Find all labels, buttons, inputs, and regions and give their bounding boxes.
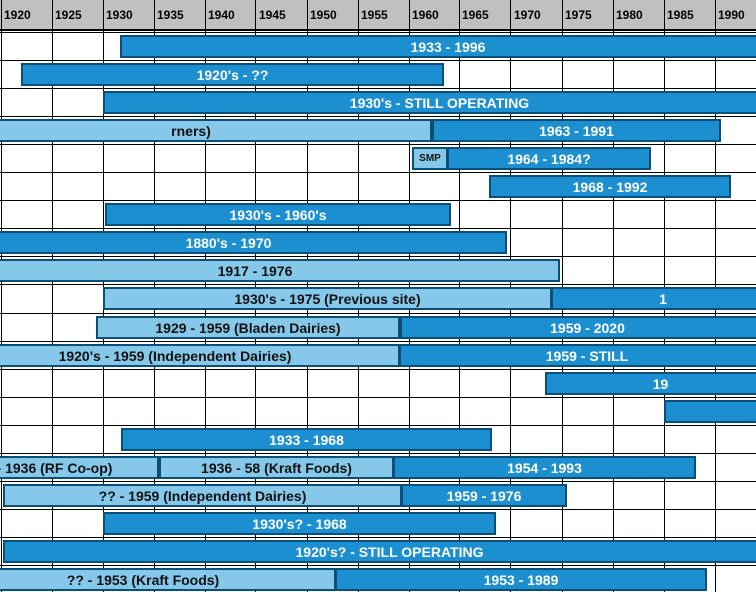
timeline-bar: 1959 - 2020: [400, 316, 756, 339]
grid-row-line: [0, 313, 756, 314]
timeline-bar: ?? - 1953 (Kraft Foods): [0, 568, 336, 591]
timeline-bar: 1930's? - 1968: [103, 512, 496, 535]
timeline-bar: 1: [551, 287, 756, 310]
timeline-bar: ?? - 1959 (Independent Dairies): [3, 484, 402, 507]
timeline-bar: SMP: [412, 147, 448, 170]
grid-column-line: [1, 0, 2, 592]
timeline-bar: 1920's - 1959 (Independent Dairies): [0, 344, 400, 367]
grid-row-line: [0, 116, 756, 117]
x-tick-label: 1940: [208, 8, 235, 22]
timeline-bar: 1929 - 1959 (Bladen Dairies): [96, 316, 400, 339]
x-tick-label: 1960: [412, 8, 439, 22]
grid-row-line: [0, 88, 756, 89]
timeline-bar: 1930's - 1975 (Previous site): [103, 287, 552, 310]
x-tick-label: 1935: [157, 8, 184, 22]
grid-row-line: [0, 228, 756, 229]
grid-row-line: [0, 60, 756, 61]
x-tick-label: 1950: [310, 8, 337, 22]
grid-row-line: [0, 397, 756, 398]
timeline-bar: 1920's - ??: [21, 63, 444, 86]
grid-row-line: [0, 453, 756, 454]
x-tick-label: 1945: [259, 8, 286, 22]
timeline-bar: 1930's - STILL OPERATING: [103, 91, 756, 114]
grid-row-line: [0, 341, 756, 342]
x-tick-label: 1930: [106, 8, 133, 22]
axis-header-band: [0, 0, 756, 31]
timeline-bar: 1953 - 1989: [335, 568, 707, 591]
x-tick-label: 1980: [616, 8, 643, 22]
timeline-bar: 1880's - 1970: [0, 231, 507, 254]
grid-row-line: [0, 32, 756, 33]
grid-row-line: [0, 256, 756, 257]
grid-row-line: [0, 369, 756, 370]
timeline-bar: 1920's? - STILL OPERATING: [3, 540, 756, 563]
grid-row-line: [0, 481, 756, 482]
grid-row-line: [0, 537, 756, 538]
timeline-bar: 1930's - 1960's: [105, 203, 451, 226]
timeline-bar: [664, 400, 756, 423]
timeline-bar: 1963 - 1991: [432, 119, 721, 142]
timeline-bar: rners): [0, 119, 432, 142]
grid-row-line: [0, 284, 756, 285]
timeline-bar: 1933 - 1968: [121, 428, 492, 451]
timeline-bar: 1933 - 1996: [120, 35, 756, 58]
timeline-bar: 1959 - 1976: [401, 484, 567, 507]
timeline-bar: 1964 - 1984?: [447, 147, 651, 170]
grid-row-line: [0, 425, 756, 426]
x-tick-label: 1970: [514, 8, 541, 22]
x-tick-label: 1925: [55, 8, 82, 22]
grid-row-line: [0, 144, 756, 145]
x-tick-label: 1985: [667, 8, 694, 22]
x-tick-label: 1965: [462, 8, 489, 22]
x-tick-label: 1990: [718, 8, 745, 22]
x-tick-label: 1975: [565, 8, 592, 22]
grid-row-line: [0, 565, 756, 566]
timeline-bar: 1917 - 1976: [0, 259, 560, 282]
timeline-bar: 1954 - 1993: [393, 456, 696, 479]
x-tick-label: 1920: [4, 8, 31, 22]
timeline-bar: 1968 - 1992: [489, 175, 731, 198]
timeline-bar: - 1936 (RF Co-op): [0, 456, 159, 479]
timeline-bar: 19: [545, 372, 756, 395]
grid-row-line: [0, 172, 756, 173]
x-tick-label: 1955: [361, 8, 388, 22]
timeline-bar: 1959 - STILL: [399, 344, 756, 367]
grid-row-line: [0, 200, 756, 201]
timeline-bar: 1936 - 58 (Kraft Foods): [159, 456, 394, 479]
grid-row-line: [0, 509, 756, 510]
grid-column-line: [52, 0, 53, 592]
